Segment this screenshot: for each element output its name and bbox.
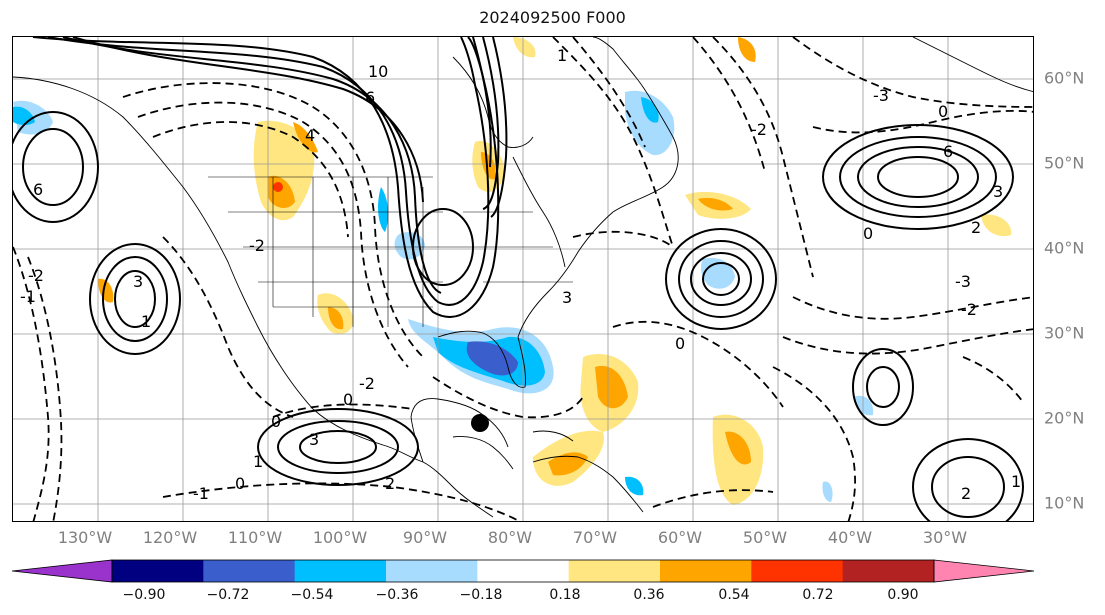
negative-anomaly-gulf-core: [466, 341, 518, 376]
contour-label: 0: [675, 334, 685, 353]
colorbar-tick: −0.72: [206, 587, 250, 603]
lat-label: 40°N: [1044, 238, 1085, 258]
storm-center-marker: [471, 414, 489, 432]
colorbar-tick: 0.72: [802, 587, 834, 603]
shaded-fields: [13, 37, 1012, 505]
lon-label: 50°W: [742, 528, 788, 547]
colorbar: [11, 559, 1035, 583]
contour-label: 3: [133, 272, 143, 291]
contour-label: 1: [1011, 472, 1021, 491]
colorbar-tick: −0.36: [375, 587, 419, 603]
lat-label: 10°N: [1044, 493, 1085, 513]
lon-label: 110°W: [227, 528, 283, 547]
contour-label: 3: [993, 182, 1003, 201]
lon-label: 30°W: [922, 528, 968, 547]
contour-label: 0: [343, 390, 353, 409]
contour-label: 2: [385, 474, 395, 493]
colorbar-segment: [12, 560, 112, 582]
colorbar-tick: 0.18: [549, 587, 581, 603]
negative-anomaly-labrador: [625, 90, 675, 156]
map-title: 2024092500 F000: [479, 8, 626, 27]
lon-label: 90°W: [402, 528, 448, 547]
contour-label: -2: [751, 120, 767, 139]
lat-label: 30°N: [1044, 323, 1085, 343]
contour-label: -2: [249, 236, 265, 255]
contour-label: -2: [961, 300, 977, 319]
contour-label: 0: [863, 224, 873, 243]
colorbar-segment: [203, 560, 296, 582]
colorbar-tick: 0.54: [718, 587, 750, 603]
colorbar-segment: [568, 560, 661, 582]
colorbar-segment: [386, 560, 478, 582]
contour-label: -3: [955, 272, 971, 291]
colorbar-segment: [477, 560, 570, 582]
contour-label: 6: [365, 88, 375, 107]
lon-label: 40°W: [827, 528, 873, 547]
contour-label: -3: [873, 86, 889, 105]
map-plot: 10 6 4 6 -2 -3 0 6 3 2 0 -1 -2 3 1 0 -3 …: [13, 37, 1033, 521]
colorbar-tick: 0.90: [887, 587, 919, 603]
contour-label: 1: [253, 452, 263, 471]
contour-label: -2: [28, 266, 44, 285]
contour-label: 2: [961, 484, 971, 503]
colorbar-segment: [934, 560, 1034, 582]
colorbar-segment: [660, 560, 752, 582]
colorbar-tick: −0.18: [459, 587, 503, 603]
colorbar-tick: 0.36: [633, 587, 665, 603]
colorbar-segment: [112, 560, 204, 582]
colorbar-tick: −0.54: [290, 587, 334, 603]
contour-label: 3: [562, 288, 572, 307]
contour-label: 2: [971, 218, 981, 237]
contour-label: 10: [368, 62, 388, 81]
colorbar-tick: −0.90: [122, 587, 166, 603]
contour-label: 0: [271, 412, 281, 431]
contour-label: 0: [938, 102, 948, 121]
contour-label-group: 10 6 4 6 -2 -3 0 6 3 2 0 -1 -2 3 1 0 -3 …: [20, 46, 1021, 503]
contour-label: 3: [309, 430, 319, 449]
contour-label: 1: [141, 312, 151, 331]
colorbar-segment: [842, 560, 935, 582]
graticule: [13, 37, 1033, 521]
contour-label: 6: [943, 142, 953, 161]
lon-label: 130°W: [57, 528, 113, 547]
contour-label: 0: [235, 474, 245, 493]
colorbar-segment: [751, 560, 844, 582]
lon-label: 80°W: [487, 528, 533, 547]
contour-label: -2: [359, 374, 375, 393]
lon-label: 70°W: [572, 528, 618, 547]
solid-contours: [13, 37, 1024, 521]
lat-label: 60°N: [1044, 68, 1085, 88]
negative-anomaly-lakes: [394, 232, 425, 260]
lon-label: 60°W: [657, 528, 703, 547]
lat-label: 20°N: [1044, 408, 1085, 428]
contour-label: 6: [33, 180, 43, 199]
coastlines: [13, 37, 1033, 518]
lat-label: 50°N: [1044, 153, 1085, 173]
dashed-contours: [13, 37, 1033, 521]
lon-label: 120°W: [142, 528, 198, 547]
lon-label: 100°W: [312, 528, 368, 547]
contour-label: 1: [557, 46, 567, 65]
map-panel: 10 6 4 6 -2 -3 0 6 3 2 0 -1 -2 3 1 0 -3 …: [12, 36, 1034, 522]
contour-label: 4: [305, 126, 315, 145]
contour-label: -1: [20, 287, 36, 306]
colorbar-segment: [294, 560, 387, 582]
contour-label: -1: [193, 484, 209, 503]
